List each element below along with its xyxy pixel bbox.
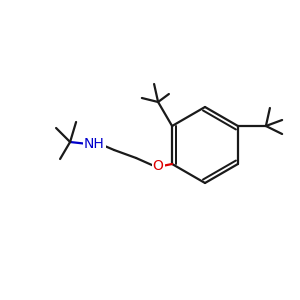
Text: NH: NH <box>84 137 104 151</box>
Text: O: O <box>153 159 164 173</box>
